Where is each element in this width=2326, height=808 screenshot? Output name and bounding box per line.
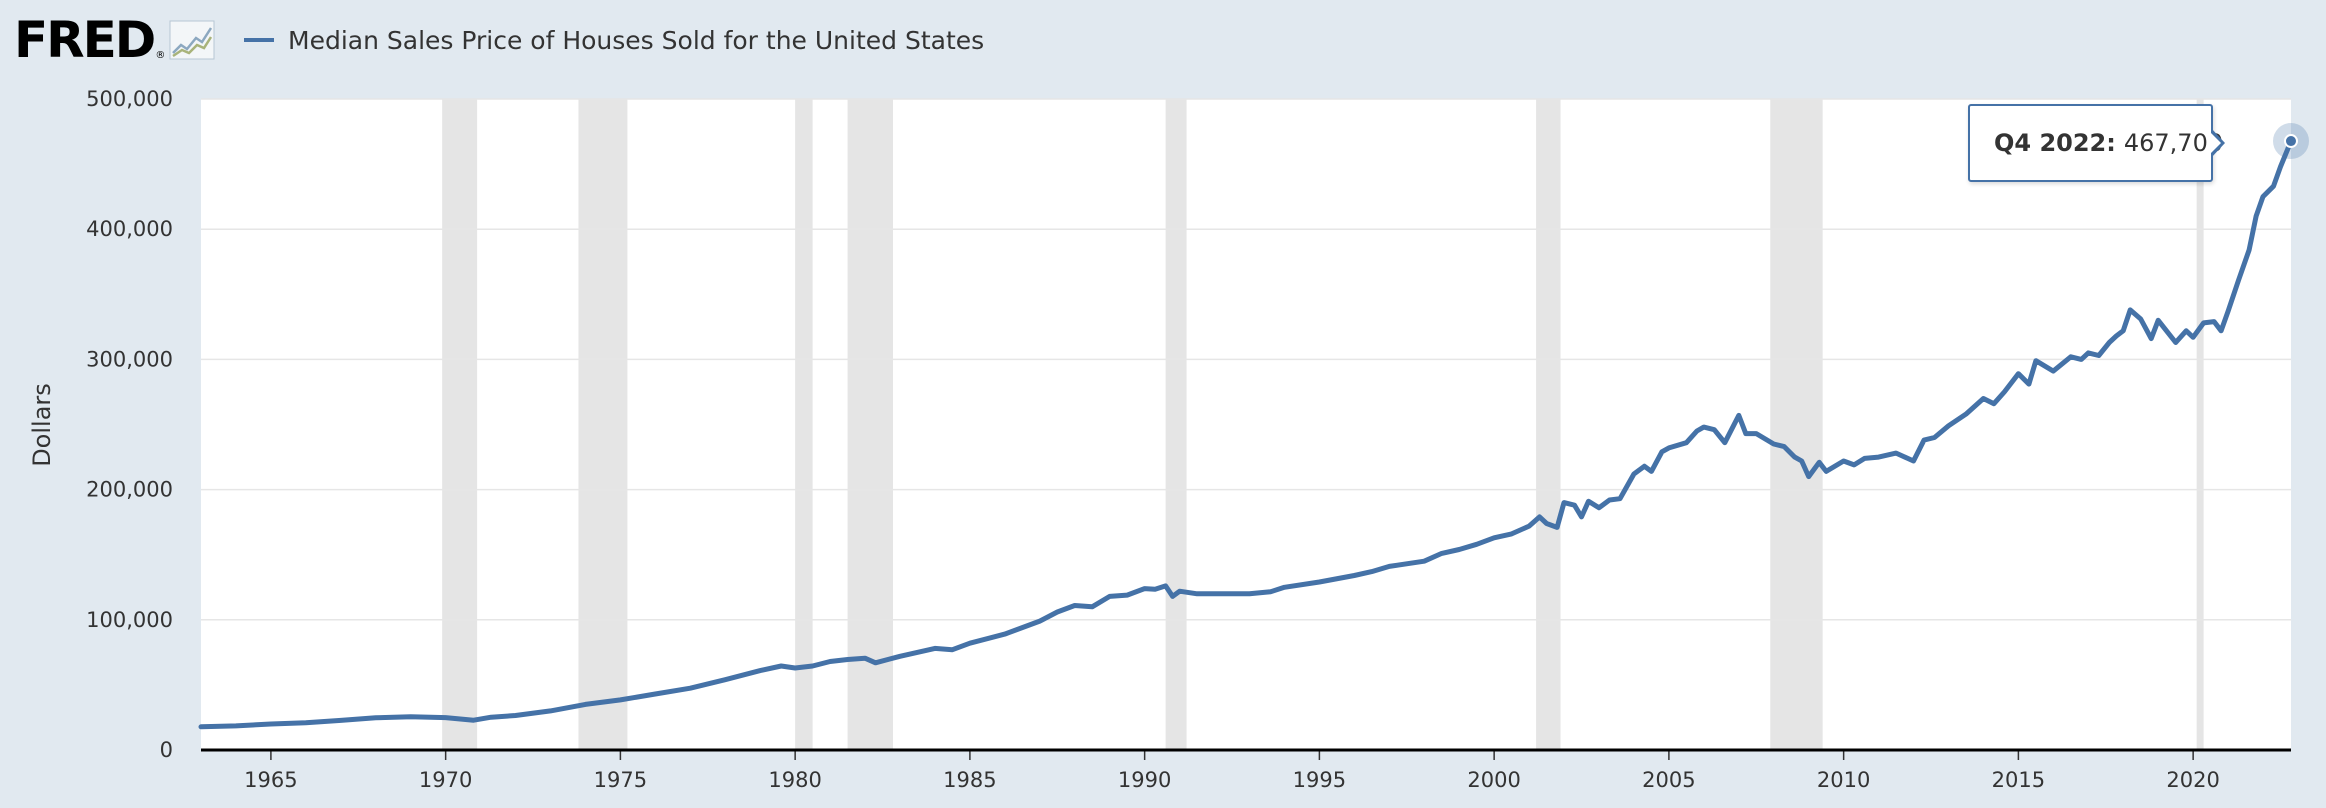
grid-lines xyxy=(201,98,2291,621)
x-tick-label: 2020 xyxy=(2166,768,2219,792)
x-axis-ticks: 1965 1970 1975 1980 1985 1990 1995 2000 2005 2010… xyxy=(244,750,2220,792)
chart-header: FRED ® Median Sales Price of Houses Sold… xyxy=(0,0,2326,84)
fred-logo-text: FRED xyxy=(14,11,156,69)
y-tick-label: 0 xyxy=(160,738,173,762)
fred-logo[interactable]: FRED ® xyxy=(14,14,215,66)
recession-shading xyxy=(442,99,2204,750)
y-tick-label: 500,000 xyxy=(86,87,173,111)
recession-band xyxy=(1165,99,1187,750)
legend-label: Median Sales Price of Houses Sold for th… xyxy=(288,25,985,55)
x-tick-label: 1970 xyxy=(419,768,472,792)
y-axis-ticks: 0 100,000 200,000 300,000 400,000 500,000 xyxy=(86,87,173,762)
tooltip-date: Q4 2022: xyxy=(1994,129,2116,157)
y-tick-label: 200,000 xyxy=(86,478,173,502)
data-tooltip: Q4 2022: 467,700 xyxy=(1968,104,2223,182)
recession-band xyxy=(847,99,894,750)
tooltip-value: 467,700 xyxy=(2123,129,2224,157)
line-chart-icon xyxy=(169,20,215,60)
y-tick-label: 400,000 xyxy=(86,217,173,241)
x-tick-label: 1990 xyxy=(1118,768,1171,792)
recession-band xyxy=(1770,99,1823,750)
x-tick-label: 1975 xyxy=(594,768,647,792)
x-tick-label: 1965 xyxy=(244,768,297,792)
plot-area xyxy=(201,99,2291,750)
recession-band xyxy=(2196,99,2204,750)
tooltip-arrow-fill xyxy=(2209,131,2221,155)
recession-band xyxy=(795,99,813,750)
recession-band xyxy=(1536,99,1561,750)
x-tick-label: 1980 xyxy=(768,768,821,792)
recession-band xyxy=(578,99,628,750)
legend-swatch xyxy=(244,38,274,42)
x-tick-label: 2015 xyxy=(1992,768,2045,792)
hover-point[interactable] xyxy=(2284,134,2298,149)
x-tick-label: 2005 xyxy=(1642,768,1695,792)
y-tick-label: 100,000 xyxy=(86,608,173,632)
x-tick-label: 2010 xyxy=(1817,768,1870,792)
series-line[interactable] xyxy=(198,138,2294,730)
recession-band xyxy=(442,99,478,750)
chart-legend[interactable]: Median Sales Price of Houses Sold for th… xyxy=(244,18,984,62)
y-tick-label: 300,000 xyxy=(86,347,173,371)
x-tick-label: 1995 xyxy=(1293,768,1346,792)
x-tick-label: 2000 xyxy=(1467,768,1520,792)
y-axis-title: Dollars xyxy=(28,383,56,467)
registered-mark: ® xyxy=(155,49,166,61)
x-tick-label: 1985 xyxy=(943,768,996,792)
